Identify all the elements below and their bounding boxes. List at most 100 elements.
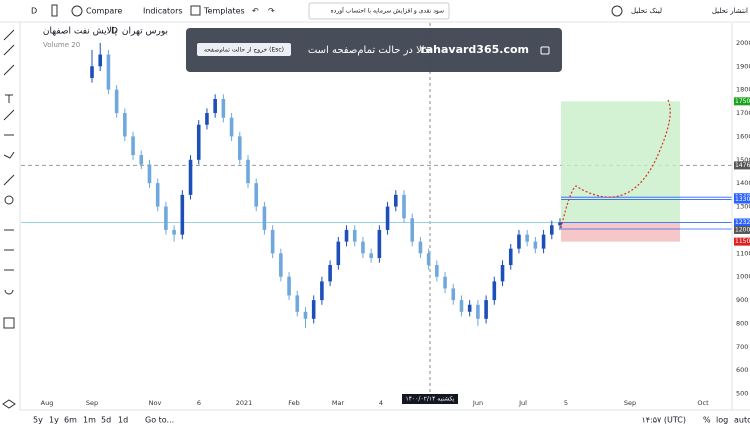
candle-body <box>303 311 308 319</box>
x-tick-label: Mar <box>332 399 345 407</box>
candle-body <box>139 155 144 165</box>
auto-toggle[interactable]: auto <box>734 416 750 425</box>
candle-body <box>155 183 160 207</box>
range-button[interactable]: 5y <box>33 416 43 425</box>
candle-body <box>246 159 250 184</box>
price-tag <box>734 225 750 234</box>
x-tick-label: Sep <box>624 399 636 407</box>
goto-button[interactable]: Go to... <box>145 416 174 425</box>
y-tick-label: 800 <box>736 319 748 327</box>
layers-icon[interactable] <box>2 399 16 409</box>
range-button[interactable]: 6m <box>64 416 77 425</box>
candle-body <box>172 229 176 235</box>
x-tick-label: Oct <box>697 399 709 407</box>
redo[interactable]: ↷ <box>268 7 275 16</box>
candle-body <box>106 54 111 90</box>
price-tag-label: 1200 <box>735 226 750 233</box>
y-tick-label: 600 <box>736 366 748 374</box>
plot: 2000 1900 1800 1700 1600 1500 1400 1300 1100 1000… <box>21 23 750 410</box>
interval-button[interactable]: D <box>31 7 37 16</box>
candle-body <box>352 229 357 242</box>
y-tick-label: 1900 <box>736 62 750 70</box>
x-tick-label: 5 <box>564 399 568 407</box>
candle-body <box>311 300 316 319</box>
candle-body <box>320 281 324 301</box>
candle-body <box>393 194 398 207</box>
candle-body <box>541 234 546 249</box>
x-tick-label: Nov <box>149 399 162 407</box>
candle-body <box>237 136 242 160</box>
price-tag <box>734 237 750 246</box>
candle-body <box>205 113 209 125</box>
target-zone <box>561 101 680 223</box>
templates-icon[interactable] <box>190 5 201 16</box>
indicators-button[interactable]: Indicators <box>143 7 183 16</box>
candle-body <box>459 300 464 312</box>
y-tick-label: 2000 <box>736 39 750 47</box>
top-toolbar: D Compare Indicators Templates ↶ ↷ سود ن… <box>0 0 750 23</box>
chart-type-icon[interactable] <box>51 4 58 17</box>
exit-button[interactable] <box>197 43 291 56</box>
candle-body <box>377 229 382 259</box>
y-tick-label: 700 <box>736 343 748 351</box>
undo[interactable]: ↶ <box>251 7 259 16</box>
clock: ۱۴:۵۷ (UTC) <box>641 416 686 425</box>
candle-body <box>90 66 94 78</box>
candle-body <box>188 159 193 195</box>
site-name: rahavard365.com <box>420 43 529 56</box>
adjust-select[interactable] <box>308 2 450 20</box>
compare-icon[interactable] <box>71 5 83 17</box>
projection <box>560 99 671 229</box>
settings-icon[interactable] <box>611 5 623 17</box>
volume-legend: Volume 20 <box>43 41 80 49</box>
x-tick-label: 2021 <box>236 399 253 407</box>
log-toggle[interactable]: log <box>716 416 728 425</box>
candle-body <box>385 206 390 230</box>
exit-label[interactable]: خروج از حالت تمام‌صفحه (Esc) <box>204 47 284 54</box>
candle-body <box>525 234 529 242</box>
candle-body <box>467 304 472 312</box>
candle-body <box>164 206 168 230</box>
price-tag <box>734 218 750 227</box>
candle-body <box>533 241 538 249</box>
candle-body <box>443 276 447 289</box>
candle-body <box>451 288 456 301</box>
candle-body <box>484 300 488 319</box>
compare-button[interactable]: Compare <box>86 7 122 16</box>
candle-body <box>213 98 217 114</box>
price-tag-label: 1476 <box>735 162 750 169</box>
percent-toggle[interactable]: % <box>703 416 711 425</box>
crosshair-date: یکشنبه ۱۴۰۰/۰۲/۱۴ <box>406 396 455 403</box>
x-tick-label: Jul <box>518 399 527 407</box>
candle-body <box>500 265 505 282</box>
candle-body <box>229 117 234 137</box>
candle-body <box>98 54 103 67</box>
publish-button[interactable]: انتشار تحلیل <box>712 7 748 15</box>
candle-body <box>361 241 365 254</box>
y-tick-label: 1300 <box>736 203 750 211</box>
candle-body <box>402 194 406 219</box>
fullscreen-message: حالا در حالت تمام‌صفحه است <box>308 45 431 56</box>
exchange: بورس تهران <box>122 27 168 37</box>
templates-button[interactable]: Templates <box>203 7 245 16</box>
y-tick-label: 1600 <box>736 132 750 140</box>
candle-body <box>410 218 415 242</box>
range-button[interactable]: 5d <box>101 416 111 425</box>
tool-icons[interactable] <box>3 29 15 329</box>
candle-body <box>287 276 291 296</box>
lock-icon <box>540 46 550 55</box>
y-tick-label: 900 <box>736 296 748 304</box>
x-tick-label: Aug <box>41 399 54 407</box>
range-button[interactable]: 1m <box>83 416 96 425</box>
fullscreen-overlay: rahavard365.com حالا در حالت تمام‌صفحه ا… <box>186 28 562 72</box>
price-tag <box>734 195 750 204</box>
x-tick-label: Jun <box>472 399 483 407</box>
left-toolbar <box>2 22 21 410</box>
candle-body <box>328 265 332 282</box>
candle-body <box>262 206 267 230</box>
range-button[interactable]: 1d <box>118 416 128 425</box>
range-button[interactable]: 1y <box>49 416 59 425</box>
candle-body <box>114 89 119 114</box>
link-button[interactable]: لینک تحلیل <box>631 7 662 15</box>
candle-body <box>295 295 300 312</box>
